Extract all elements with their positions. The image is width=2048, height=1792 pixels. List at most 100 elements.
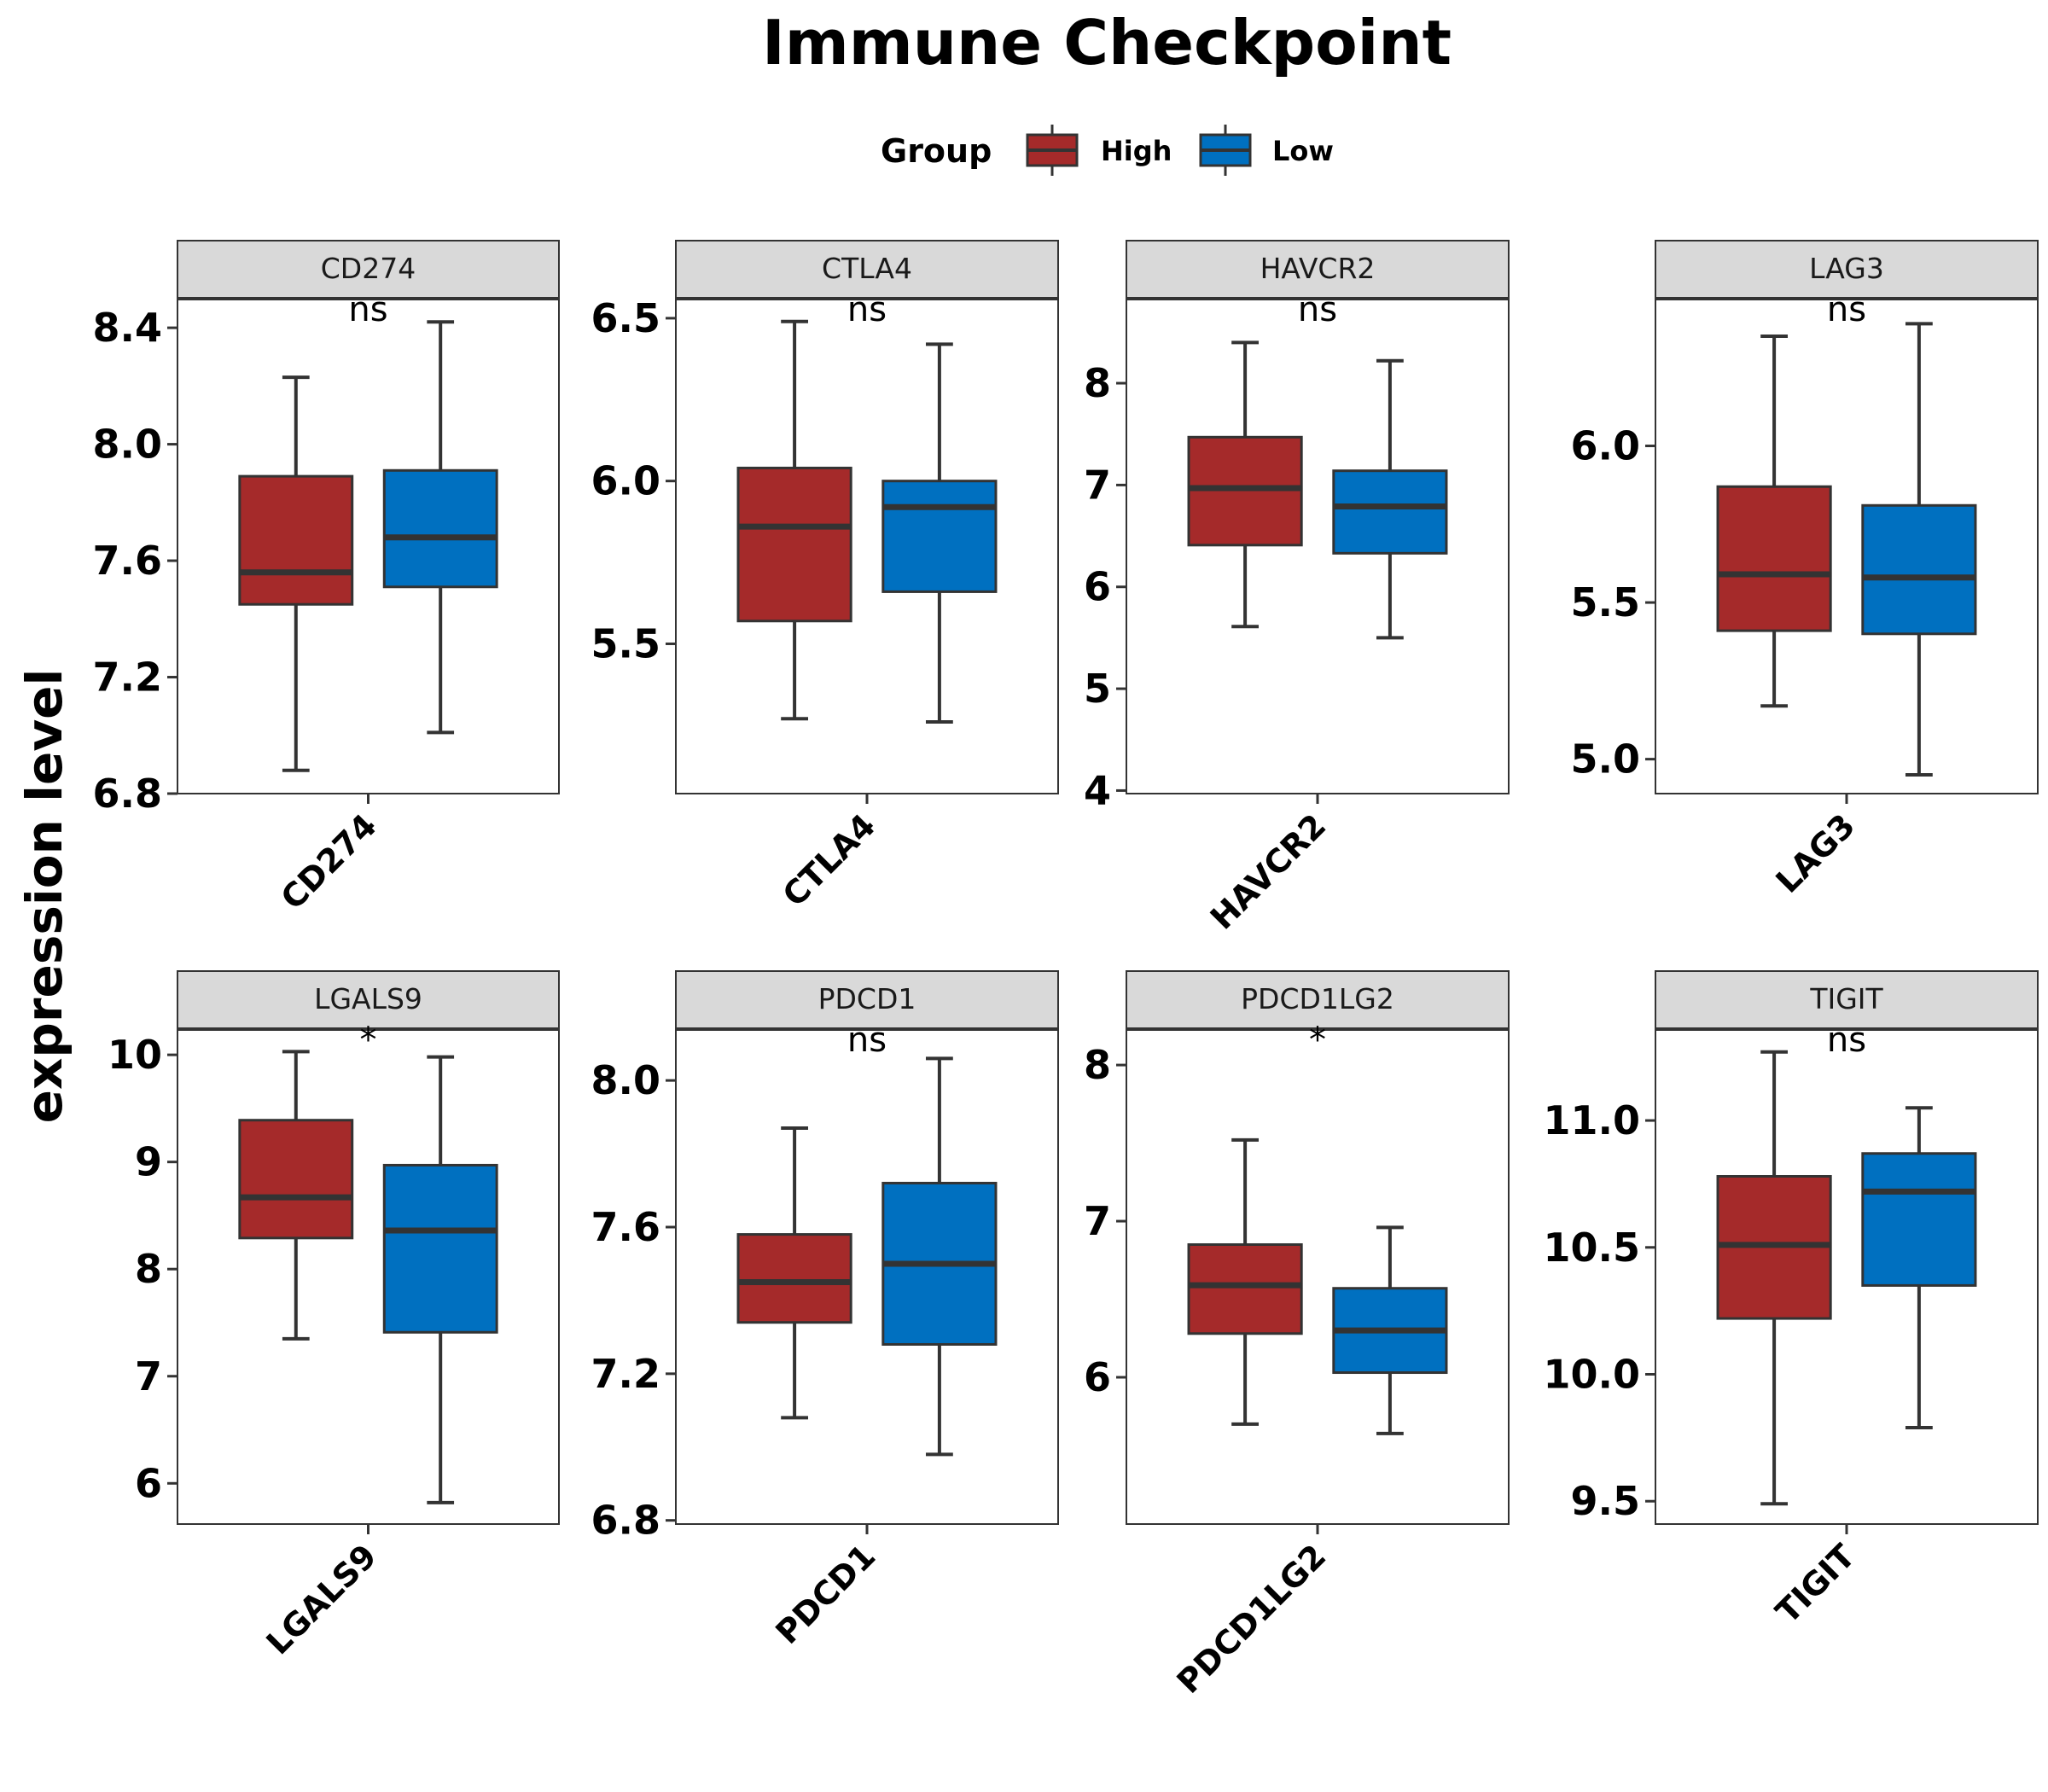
y-tick-label-lag3: 5.0	[1571, 736, 1641, 783]
box-cd274-low	[382, 320, 498, 735]
y-tick-label-tigit: 11.0	[1544, 1097, 1641, 1143]
strip-lgals9	[177, 970, 560, 1030]
strip-havcr2	[1126, 240, 1510, 300]
box-lag3-high	[1716, 335, 1832, 708]
y-tick-label-pdcd1: 8.0	[591, 1057, 661, 1103]
y-tick-label-tigit: 10.0	[1544, 1352, 1641, 1398]
significance-label-ctla4: ns	[847, 290, 887, 329]
box-lgals9-low	[382, 1055, 498, 1504]
y-tick-label-pdcd1: 7.2	[591, 1351, 661, 1397]
plot-area-lgals9	[177, 1028, 560, 1525]
box-lgals9-high	[238, 1050, 354, 1341]
legend-key-low	[1199, 125, 1252, 176]
box-ctla4-high	[736, 319, 852, 721]
facet-panels: CD274ns6.87.27.68.08.4CD274CTLA4ns5.56.0…	[93, 240, 2039, 1701]
y-tick-label-cd274: 7.2	[93, 655, 163, 701]
box-cd274-high	[238, 375, 354, 772]
significance-label-tigit: ns	[1827, 1021, 1866, 1060]
y-tick-label-pdcd1: 6.8	[591, 1498, 661, 1544]
strip-label-havcr2: HAVCR2	[1260, 252, 1376, 285]
chart-title: Immune Checkpoint	[762, 7, 1452, 79]
plot-area-tigit	[1655, 1028, 2039, 1525]
box-body	[1187, 1242, 1303, 1335]
y-tick-label-cd274: 6.8	[93, 771, 163, 817]
box-lag3-low	[1861, 322, 1977, 777]
box-body	[881, 480, 998, 593]
box-pdcd1lg2-high	[1187, 1137, 1303, 1426]
plot-area-havcr2	[1126, 298, 1510, 794]
y-tick-label-cd274: 8.0	[93, 422, 163, 468]
y-tick-label-cd274: 7.6	[93, 538, 163, 584]
box-body	[1716, 485, 1832, 632]
significance-label-lgals9: *	[360, 1021, 377, 1060]
box-body	[1187, 435, 1303, 547]
box-body	[1332, 469, 1448, 555]
box-body	[736, 1233, 852, 1324]
legend-label-high: High	[1101, 135, 1172, 167]
y-tick-label-ctla4: 6.5	[591, 295, 661, 341]
box-body	[1861, 503, 1977, 636]
significance-label-pdcd1: ns	[847, 1021, 887, 1060]
box-tigit-high	[1716, 1050, 1832, 1506]
strip-label-ctla4: CTLA4	[822, 252, 912, 285]
box-body	[1861, 1152, 1977, 1287]
y-tick-label-lgals9: 7	[135, 1353, 162, 1399]
y-tick-label-pdcd1lg2: 8	[1084, 1042, 1111, 1088]
significance-label-pdcd1lg2: *	[1309, 1021, 1326, 1060]
strip-pdcd1	[675, 970, 1059, 1030]
box-body	[238, 1119, 354, 1240]
plot-area-cd274	[177, 298, 560, 794]
y-tick-label-pdcd1lg2: 6	[1084, 1354, 1111, 1400]
box-pdcd1-low	[881, 1056, 998, 1457]
strip-label-cd274: CD274	[321, 252, 416, 285]
y-tick-label-lgals9: 6	[135, 1460, 162, 1506]
y-tick-label-havcr2: 7	[1084, 462, 1111, 508]
box-body	[382, 468, 498, 589]
plot-area-lag3	[1655, 298, 2039, 794]
plot-area-pdcd1lg2	[1126, 1028, 1510, 1525]
y-tick-label-lag3: 6.0	[1571, 423, 1641, 469]
plot-area-pdcd1	[675, 1028, 1059, 1525]
y-tick-label-lag3: 5.5	[1571, 579, 1641, 625]
y-tick-label-lgals9: 10	[108, 1032, 162, 1078]
box-tigit-low	[1861, 1106, 1977, 1429]
plot-area-ctla4	[675, 298, 1059, 794]
significance-label-havcr2: ns	[1298, 290, 1337, 329]
strip-pdcd1lg2	[1126, 970, 1510, 1030]
y-tick-label-havcr2: 6	[1084, 564, 1111, 610]
y-tick-label-pdcd1lg2: 7	[1084, 1198, 1111, 1244]
y-axis-label: expression level	[15, 669, 73, 1124]
y-tick-label-cd274: 8.4	[93, 305, 163, 351]
strip-label-pdcd1lg2: PDCD1LG2	[1241, 982, 1394, 1015]
y-tick-label-lgals9: 8	[135, 1246, 162, 1292]
strip-tigit	[1655, 970, 2039, 1030]
legend-label-low: Low	[1272, 135, 1334, 167]
box-body	[382, 1163, 498, 1334]
y-tick-label-havcr2: 8	[1084, 360, 1111, 406]
box-havcr2-low	[1332, 358, 1448, 640]
legend-key-high	[1026, 125, 1079, 176]
y-tick-label-tigit: 10.5	[1544, 1225, 1641, 1271]
y-tick-label-tigit: 9.5	[1571, 1478, 1641, 1524]
significance-label-cd274: ns	[348, 290, 387, 329]
box-pdcd1lg2-low	[1332, 1225, 1448, 1435]
y-tick-label-lgals9: 9	[135, 1139, 162, 1185]
box-ctla4-low	[881, 342, 998, 724]
legend: Group High Low	[881, 125, 1334, 176]
y-tick-label-ctla4: 6.0	[591, 458, 661, 504]
box-pdcd1-high	[736, 1126, 852, 1420]
y-tick-label-havcr2: 5	[1084, 666, 1111, 712]
box-body	[238, 474, 354, 606]
strip-label-pdcd1: PDCD1	[818, 982, 916, 1015]
y-tick-label-pdcd1: 7.6	[591, 1204, 661, 1250]
box-body	[736, 466, 852, 623]
strip-ctla4	[675, 240, 1059, 300]
strip-label-lgals9: LGALS9	[314, 982, 422, 1015]
